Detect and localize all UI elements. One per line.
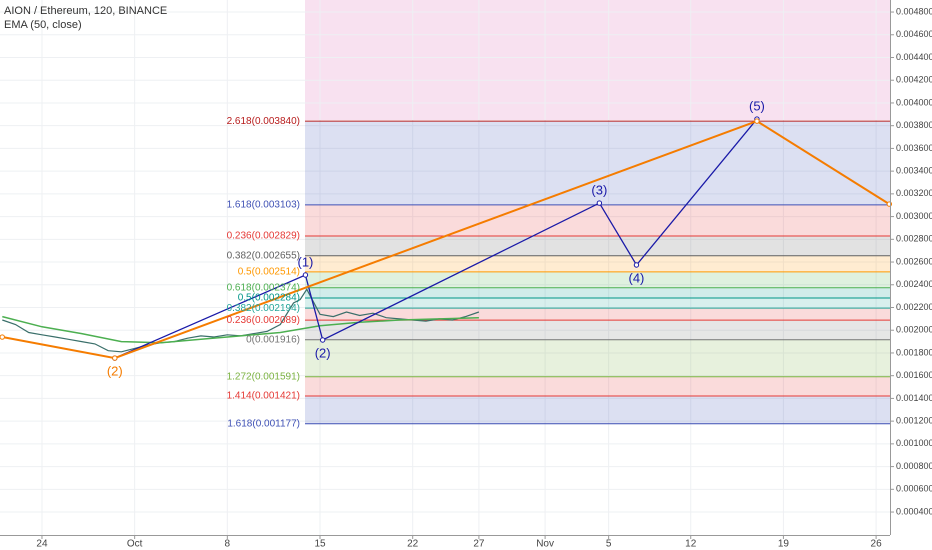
series-line — [2, 288, 480, 353]
fib-band — [305, 271, 890, 288]
wave-label: (2) — [107, 364, 123, 379]
x-tick-label: 19 — [778, 539, 790, 550]
fib-label: 0.236(0.002089) — [227, 315, 300, 326]
x-tick-label: Nov — [536, 539, 554, 550]
fib-bands — [305, 120, 890, 425]
fib-band — [305, 376, 890, 397]
x-tick-label: 5 — [606, 539, 612, 550]
y-tick-label: 0.001800 — [896, 347, 932, 357]
y-tick-label: 0.004800 — [896, 6, 932, 16]
x-tick-label: 15 — [314, 539, 326, 550]
fib-band — [305, 297, 890, 309]
x-tick-label: 26 — [871, 539, 883, 550]
fib-label: 1.414(0.001421) — [227, 391, 300, 402]
y-tick-label: 0.003200 — [896, 188, 932, 198]
fib-band — [305, 339, 890, 377]
fib-band — [305, 320, 890, 340]
y-tick-label: 0.001200 — [896, 416, 932, 426]
wave-label: (2) — [315, 345, 331, 360]
y-tick-label: 0.004000 — [896, 97, 932, 107]
fib-band — [305, 308, 890, 321]
y-tick-label: 0.002000 — [896, 325, 932, 335]
y-tick-label: 0.004200 — [896, 75, 932, 85]
x-tick-label: 12 — [685, 539, 697, 550]
x-tick-label: 22 — [407, 539, 419, 550]
y-tick-label: 0.004400 — [896, 52, 932, 62]
grid — [0, 0, 890, 535]
fib-band — [305, 236, 890, 256]
y-tick-label: 0.002200 — [896, 302, 932, 312]
x-tick-label: Oct — [127, 539, 143, 550]
fib-label: 0.382(0.002655) — [227, 250, 300, 261]
x-tick-label: 8 — [225, 539, 231, 550]
wave-point — [319, 337, 326, 343]
chart-title: AION / Ethereum, 120, BINANCE — [4, 5, 167, 17]
fib-label: 0.236(0.002829) — [227, 231, 300, 242]
fib-label: 1.618(0.003103) — [227, 200, 300, 211]
y-tick-label: 0.000800 — [896, 461, 932, 471]
fib-label: 2.618(0.003840) — [227, 116, 300, 127]
y-tick-label: 0.003600 — [896, 143, 932, 153]
y-tick-label: 0.004600 — [896, 29, 932, 39]
fib-label: 1.618(0.001177) — [227, 418, 300, 429]
y-tick-label: 0.000600 — [896, 484, 932, 494]
wave-point — [596, 200, 603, 206]
wave-label: (1) — [298, 254, 314, 269]
fib-label: 0.618(0.002374) — [227, 282, 300, 293]
y-tick-label: 0.003400 — [896, 166, 932, 176]
y-tick-label: 0.001000 — [896, 438, 932, 448]
wave-point — [754, 118, 760, 124]
fib-label: 0.382(0.002194) — [227, 303, 300, 314]
series-line — [2, 315, 479, 344]
fib-label: 0.5(0.002514) — [238, 266, 300, 277]
fib-top-zone — [305, 0, 890, 120]
wave-point — [112, 355, 118, 361]
fib-label: 0.5(0.002284) — [238, 293, 300, 304]
fib-band — [305, 204, 890, 237]
wave-point — [302, 272, 309, 278]
y-tick-label: 0.003000 — [896, 211, 932, 221]
x-tick-label: 27 — [473, 539, 485, 550]
wave-label: (3) — [591, 183, 607, 198]
fib-band — [305, 255, 890, 272]
fib-band — [305, 121, 890, 205]
fib-label: 0(0.001916) — [246, 334, 300, 345]
fib-band — [305, 396, 890, 424]
indicator-label: EMA (50, close) — [4, 19, 82, 31]
wave-line — [114, 118, 758, 359]
wave-label: (4) — [629, 270, 645, 285]
y-tick-label: 0.002800 — [896, 234, 932, 244]
y-tick-label: 0.001600 — [896, 370, 932, 380]
wave-point — [0, 334, 5, 340]
wave-label: (5) — [749, 99, 765, 114]
y-tick-label: 0.001400 — [896, 393, 932, 403]
wave-line — [2, 119, 890, 360]
y-tick-label: 0.002600 — [896, 256, 932, 266]
plot: (1) (2) (3) (4) (5) (2) — [0, 99, 893, 379]
fib-band — [305, 287, 890, 298]
wave-point — [633, 262, 640, 268]
y-tick-label: 0.000400 — [896, 506, 932, 516]
fib-label: 1.272(0.001591) — [227, 371, 300, 382]
x-tick-label: 24 — [36, 539, 48, 550]
y-tick-label: 0.002400 — [896, 279, 932, 289]
y-tick-label: 0.003800 — [896, 120, 932, 130]
